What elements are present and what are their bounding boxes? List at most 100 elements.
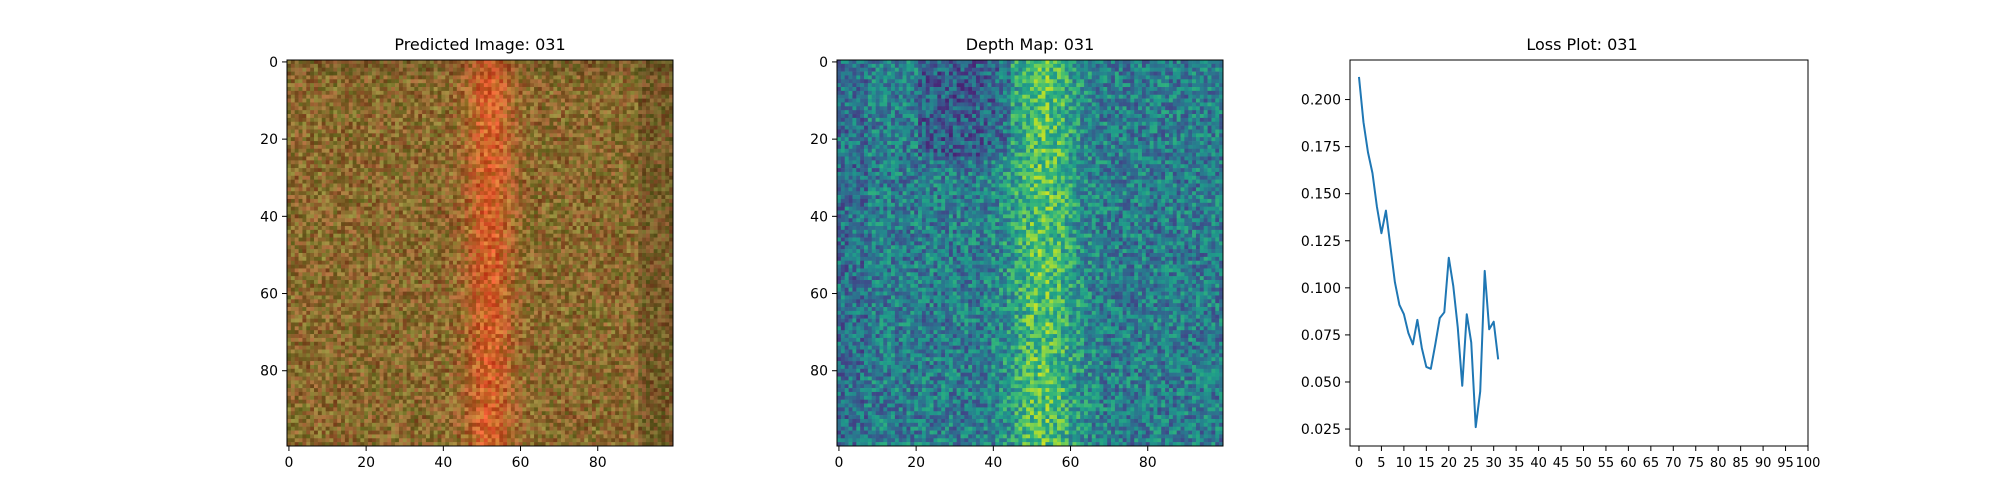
heatmap-cell [398,125,404,130]
heatmap-cell [452,164,458,169]
heatmap-cell [526,202,531,207]
heatmap-cell [456,156,461,161]
heatmap-cell [645,183,651,188]
heatmap-cell [414,144,419,150]
heatmap-cell [398,110,404,115]
heatmap-cell [507,229,512,234]
heatmap-cell [314,191,319,196]
heatmap-cell [422,94,427,99]
heatmap-cell [564,164,570,169]
heatmap-cell [534,168,539,173]
heatmap-cell [348,218,353,223]
heatmap-cell [603,102,608,107]
heatmap-cell [518,191,523,196]
heatmap-cell [425,206,431,211]
heatmap-cell [568,144,573,150]
heatmap-cell [483,210,489,215]
heatmap-cell [433,144,438,150]
heatmap-cell [549,175,554,180]
heatmap-cell [499,198,504,204]
heatmap-cell [534,67,539,72]
heatmap-cell [607,249,612,254]
heatmap-cell [572,210,577,215]
heatmap-cell [445,245,450,250]
heatmap-cell [387,79,392,84]
heatmap-cell [314,90,319,96]
heatmap-cell [572,125,577,130]
heatmap-cell [653,133,658,138]
heatmap-cell [348,156,353,161]
heatmap-cell [576,229,581,234]
heatmap-cell [294,183,299,188]
heatmap-cell [314,114,319,119]
heatmap-cell [526,214,531,219]
heatmap-cell [310,90,315,96]
heatmap-cell [460,218,465,223]
heatmap-cell [298,117,303,123]
heatmap-cell [661,233,666,238]
heatmap-cell [379,202,384,207]
heatmap-cell [333,191,338,196]
heatmap-cell [572,129,577,134]
heatmap-cell [456,141,461,146]
heatmap-cell [534,137,539,142]
heatmap-cell [564,137,570,142]
heatmap-cell [449,206,454,211]
heatmap-cell [437,164,442,169]
heatmap-cell [383,75,388,80]
heatmap-cell [356,179,361,184]
heatmap-cell [480,67,485,72]
heatmap-cell [591,175,597,180]
heatmap-cell [634,241,639,246]
heatmap-cell [576,106,581,111]
heatmap-cell [588,129,593,134]
heatmap-cell [661,63,666,69]
heatmap-cell [564,79,570,84]
heatmap-cell [368,60,373,65]
heatmap-cell [622,148,627,153]
heatmap-cell [645,133,651,138]
heatmap-cell [507,233,512,238]
heatmap-cell [557,106,562,111]
heatmap-cell [329,156,334,161]
heatmap-cell [568,125,573,130]
heatmap-cell [584,83,589,88]
heatmap-cell [290,214,296,219]
heatmap-cell [487,148,492,153]
heatmap-cell [580,125,585,130]
heatmap-cell [356,245,361,250]
heatmap-cell [371,241,377,246]
heatmap-cell [495,160,500,165]
heatmap-cell [522,241,527,246]
heatmap-cell [472,71,477,76]
heatmap-cell [653,98,658,103]
heatmap-cell [433,202,438,207]
heatmap-cell [514,117,519,123]
heatmap-cell [526,144,531,150]
heatmap-cell [425,60,431,65]
heatmap-cell [314,156,319,161]
heatmap-cell [398,229,404,234]
heatmap-cell [669,102,674,107]
heatmap-cell [642,102,647,107]
heatmap-cell [530,87,535,92]
heatmap-cell [364,129,369,134]
heatmap-cell [618,160,624,165]
heatmap-cell [661,110,666,115]
heatmap-cell [595,117,600,123]
heatmap-cell [503,83,508,88]
heatmap-cell [653,125,658,130]
heatmap-cell [472,175,477,180]
heatmap-cell [518,229,523,234]
heatmap-cell [406,241,411,246]
heatmap-cell [445,160,450,165]
heatmap-cell [638,110,643,115]
heatmap-cell [665,133,670,138]
heatmap-cell [495,141,500,146]
heatmap-cell [510,179,516,184]
heatmap-cell [395,75,400,80]
heatmap-cell [414,121,419,126]
heatmap-cell [348,160,353,165]
heatmap-cell [564,214,570,219]
heatmap-cell [333,245,338,250]
